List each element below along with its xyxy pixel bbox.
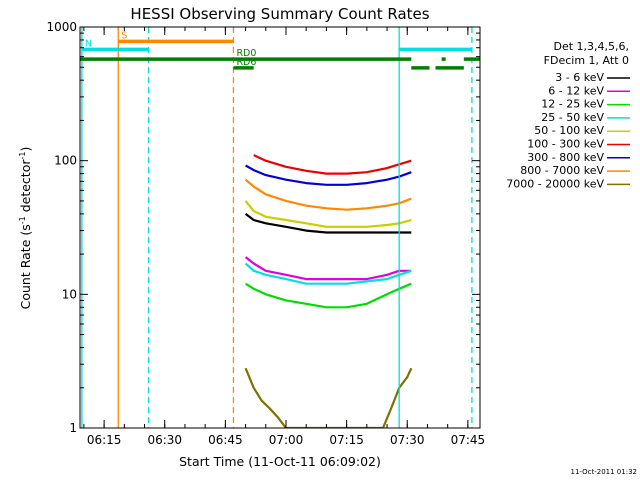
chart-title: HESSI Observing Summary Count Rates	[130, 5, 429, 23]
flag-label-1: N	[85, 38, 92, 49]
series-line-2	[245, 282, 412, 309]
x-axis-label: Start Time (11-Oct-11 06:09:02)	[179, 454, 381, 469]
series-line-4	[244, 200, 412, 228]
series-line-1	[244, 256, 412, 281]
legend-entry-label-2: 12 - 25 keV	[541, 98, 604, 111]
legend: Det 1,3,4,5,6, FDecim 1, Att 0 3 - 6 keV…	[506, 40, 630, 190]
flag-label-3: RD0	[236, 48, 256, 59]
y-tick-label: 10	[62, 287, 77, 301]
y-axis-label: Count Rate (s-1 detector-1)	[18, 147, 33, 310]
legend-header-line-1: Det 1,3,4,5,6,	[553, 40, 629, 53]
series-line-3	[244, 262, 412, 285]
x-tick-label: 06:15	[87, 433, 122, 447]
y-tick-label: 100	[54, 154, 77, 168]
flag-label-0: S	[121, 30, 127, 41]
legend-entry-label-7: 800 - 7000 keV	[520, 164, 604, 177]
series-line-0	[244, 213, 412, 234]
legend-entry-label-6: 300 - 800 keV	[527, 151, 604, 164]
legend-entry-label-1: 6 - 12 keV	[548, 84, 604, 97]
flag-label-7: RD6	[236, 57, 256, 68]
legend-entry-label-5: 100 - 300 keV	[527, 138, 604, 151]
y-tick-label: 1000	[46, 20, 77, 34]
legend-entry-label-3: 25 - 50 keV	[541, 111, 604, 124]
series-line-5	[253, 154, 412, 175]
legend-header-line-2: FDecim 1, Att 0	[544, 54, 629, 67]
x-tick-label: 07:00	[269, 433, 304, 447]
series-line-7	[244, 178, 412, 211]
y-tick-label: 1	[69, 421, 77, 435]
legend-entry-label-0: 3 - 6 keV	[555, 71, 604, 84]
x-axis: 06:15 06:30 06:45 07:00 07:15 07:30 07:45	[83, 27, 486, 447]
legend-entry-label-8: 7000 - 20000 keV	[506, 177, 604, 190]
x-tick-label: 07:15	[329, 433, 364, 447]
legend-entry-label-4: 50 - 100 keV	[534, 124, 604, 137]
series-line-8	[244, 367, 413, 428]
series-line-6	[245, 164, 412, 186]
x-tick-label: 07:30	[390, 433, 425, 447]
y-axis: 1 10 100 1000	[46, 20, 480, 435]
series-layer	[244, 154, 413, 428]
plot-frame	[79, 26, 481, 429]
x-tick-label: 07:45	[451, 433, 486, 447]
x-tick-label: 06:45	[208, 433, 243, 447]
x-tick-label: 06:30	[147, 433, 182, 447]
footer-timestamp: 11-Oct-2011 01:32	[571, 468, 637, 476]
